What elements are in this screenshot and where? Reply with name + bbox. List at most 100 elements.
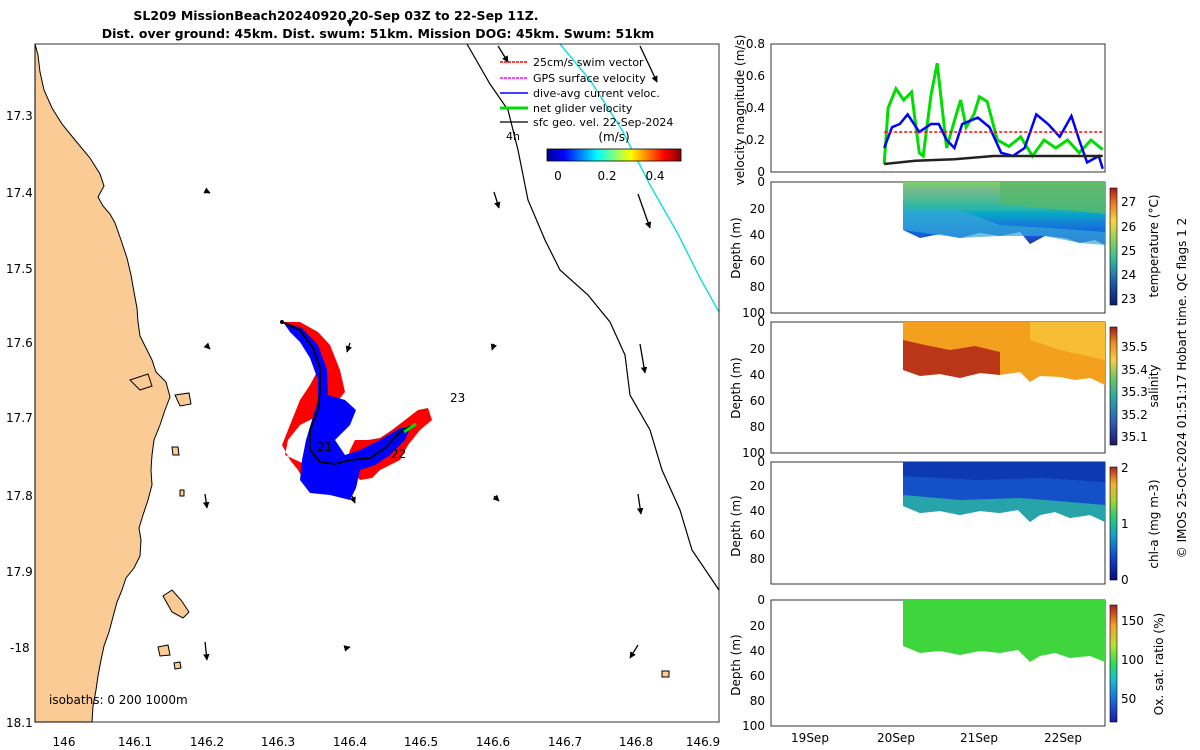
island bbox=[179, 489, 185, 497]
ctick: 0 bbox=[1121, 573, 1129, 587]
colorbar-label: (m/s) bbox=[598, 130, 629, 144]
island bbox=[174, 392, 192, 407]
ctick: 35.3 bbox=[1121, 385, 1148, 399]
map-border bbox=[34, 43, 720, 723]
lat-tick: 17.9 bbox=[6, 565, 33, 579]
series-line-net-glider-velocity bbox=[882, 62, 1104, 165]
series-line-sfc-geo-vel- bbox=[884, 154, 1103, 166]
depth-ylabel: Depth (m) bbox=[729, 634, 743, 695]
colorbar-tick: 0.4 bbox=[645, 169, 664, 183]
lon-tick: 146.5 bbox=[404, 735, 438, 749]
lon-tick: 146.7 bbox=[548, 735, 582, 749]
day-label: 21 bbox=[317, 440, 332, 454]
track-start bbox=[280, 320, 284, 324]
time-tick: 21Sep bbox=[960, 731, 998, 745]
ytick: 80 bbox=[750, 280, 765, 294]
speed-label: 4h bbox=[506, 130, 520, 143]
lat-tick: -18 bbox=[10, 641, 30, 655]
ytick: 0 bbox=[757, 315, 765, 329]
time-tick: 19Sep bbox=[791, 731, 829, 745]
ytick: 0 bbox=[757, 165, 765, 179]
time-tick: 22Sep bbox=[1044, 731, 1082, 745]
ctick: 50 bbox=[1121, 692, 1136, 706]
legend-label: net glider velocity bbox=[533, 102, 633, 115]
ytick: 0.2 bbox=[746, 133, 765, 147]
ctick: 23 bbox=[1121, 292, 1136, 306]
island bbox=[173, 661, 182, 670]
ctick: 35.5 bbox=[1121, 340, 1148, 354]
lon-tick: 146.3 bbox=[261, 735, 295, 749]
temperature-colorbar bbox=[1109, 187, 1118, 306]
ctick: 100 bbox=[1121, 653, 1144, 667]
ytick: 20 bbox=[750, 202, 765, 216]
lon-tick: 146.6 bbox=[476, 735, 510, 749]
isobath-200 bbox=[466, 43, 720, 591]
lon-tick: 146.8 bbox=[619, 735, 653, 749]
oxygen-panel: 0 20 40 60 80 100 Depth (m) 150 100 50 O… bbox=[729, 593, 1166, 733]
net-glider-velocity-arrow bbox=[403, 422, 417, 434]
ytick: 60 bbox=[750, 394, 765, 408]
lon-tick: 146 bbox=[53, 735, 76, 749]
depth-ylabel: Depth (m) bbox=[729, 217, 743, 278]
salinity-colorbar bbox=[1109, 326, 1118, 446]
temperature-lower-layer bbox=[903, 210, 1105, 245]
island bbox=[661, 670, 670, 678]
island bbox=[157, 644, 171, 657]
ytick: 80 bbox=[750, 694, 765, 708]
temperature-warm-patch bbox=[1000, 182, 1105, 214]
velocity-ylabel: velocity magnitude (m/s) bbox=[733, 35, 747, 186]
oxygen-section bbox=[903, 600, 1105, 662]
island bbox=[162, 589, 190, 619]
sfc-geo-vel-arrows bbox=[202, 18, 658, 661]
ytick: 40 bbox=[750, 228, 765, 242]
colorbar-label: temperature (°C) bbox=[1147, 195, 1161, 298]
salinity-fresher-patch bbox=[1030, 322, 1105, 360]
ytick: 0 bbox=[757, 455, 765, 469]
ctick: 25 bbox=[1121, 244, 1136, 258]
ctick: 1 bbox=[1121, 517, 1129, 531]
ytick: 40 bbox=[750, 368, 765, 382]
temperature-panel: 0 20 40 60 80 100 Depth (m) 27 26 25 24 … bbox=[729, 175, 1161, 320]
ytick: 80 bbox=[750, 420, 765, 434]
ytick: 100 bbox=[742, 306, 765, 320]
chla-deep-max bbox=[903, 495, 1105, 522]
title-line-1: SL209 MissionBeach20240920 20-Sep 03Z to… bbox=[133, 8, 538, 23]
colorbar-label: salinity bbox=[1147, 364, 1161, 407]
ytick: 100 bbox=[742, 719, 765, 733]
legend-label: dive-avg current veloc. bbox=[533, 87, 660, 100]
ytick: 0.8 bbox=[746, 37, 765, 51]
ytick: 20 bbox=[750, 479, 765, 493]
colorbar-label: Ox. sat. ratio (%) bbox=[1152, 613, 1166, 715]
legend-label: sfc geo. vel. 22-Sep-2024 bbox=[533, 116, 673, 129]
ytick: 20 bbox=[750, 619, 765, 633]
series-line-dive-avg-current-veloc- bbox=[883, 112, 1104, 170]
colorbar-label: chl-a (mg m-3) bbox=[1147, 479, 1161, 568]
ctick: 35.2 bbox=[1121, 408, 1148, 422]
ctick: 2 bbox=[1121, 461, 1129, 475]
ctick: 24 bbox=[1121, 268, 1136, 282]
map-legend: 25cm/s swim vector GPS surface velocity … bbox=[500, 56, 682, 183]
lat-tick: 17.7 bbox=[6, 411, 33, 425]
ytick: 0 bbox=[757, 593, 765, 607]
ctick: 35.1 bbox=[1121, 430, 1148, 444]
colorbar-tick: 0 bbox=[554, 169, 562, 183]
credit-footer: © IMOS 25-Oct-2024 01:51:17 Hobart time.… bbox=[1175, 218, 1189, 559]
ctick: 35.4 bbox=[1121, 363, 1148, 377]
speed-colorbar bbox=[546, 148, 682, 162]
velocity-panel: 0.8 0.6 0.4 0.2 0 velocity magnitude (m/… bbox=[733, 35, 1106, 186]
ytick: 0.6 bbox=[746, 69, 765, 83]
lon-tick: 146.4 bbox=[333, 735, 367, 749]
lat-tick: 17.8 bbox=[6, 489, 33, 503]
legend-label: GPS surface velocity bbox=[533, 72, 646, 85]
chla-surface-layer bbox=[903, 462, 1105, 482]
ytick: 60 bbox=[750, 669, 765, 683]
salinity-panel: 0 20 40 60 80 100 Depth (m) 35.5 35.4 35… bbox=[729, 315, 1161, 460]
lon-tick: 146.9 bbox=[686, 735, 720, 749]
ytick: 0.4 bbox=[746, 101, 765, 115]
ytick: 40 bbox=[750, 504, 765, 518]
isobath-1000 bbox=[559, 43, 720, 313]
map-panel: 21 22 23 25cm/s swim vector GPS surface … bbox=[6, 18, 720, 749]
island bbox=[171, 446, 180, 456]
ytick: 20 bbox=[750, 342, 765, 356]
